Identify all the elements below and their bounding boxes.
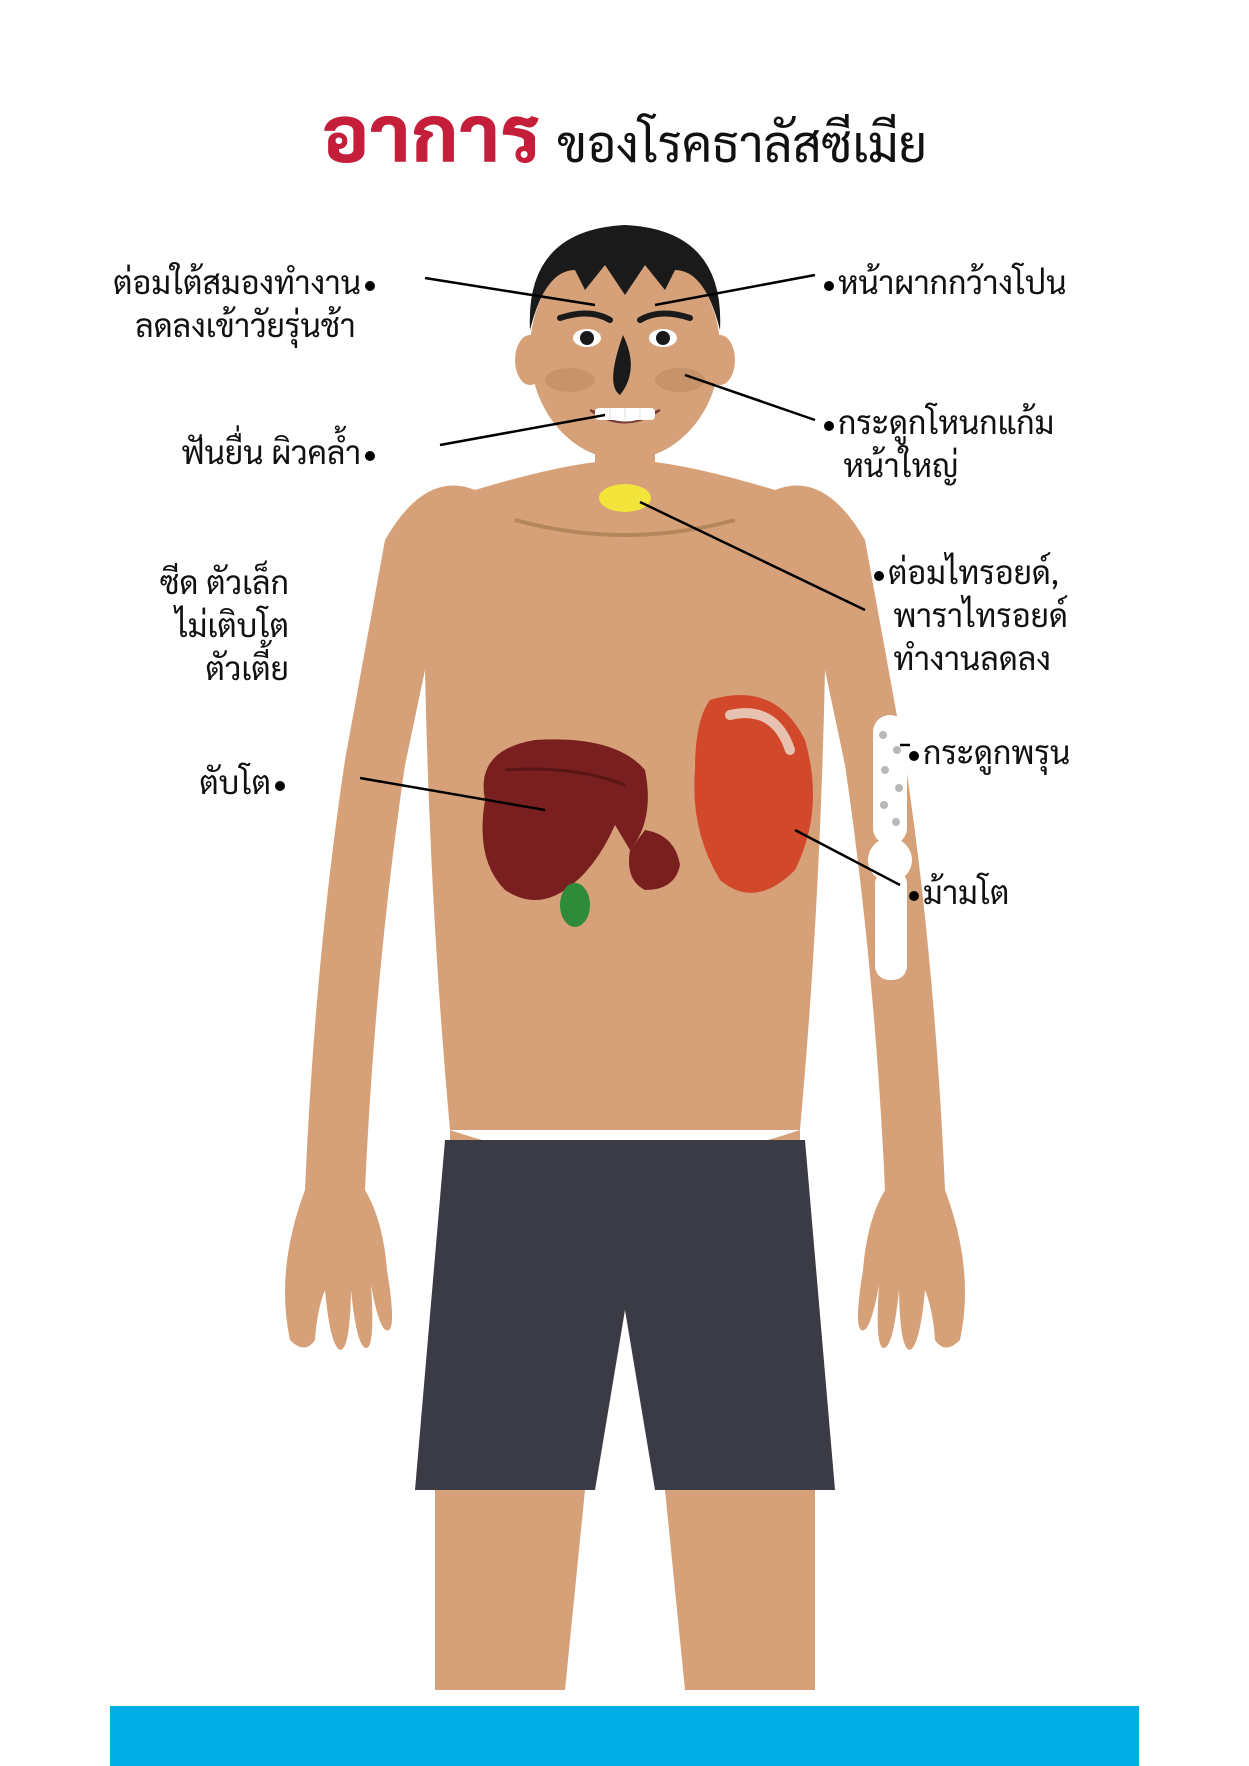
bullet-icon [275, 781, 285, 791]
label-thyroid: ต่อมไทรอยด์, พาราไทรอยด์ ทำงานลดลง [870, 550, 1068, 680]
footer-bar [110, 1706, 1139, 1766]
bullet-icon [909, 891, 919, 901]
label-cheekbone: กระดูกโหนกแก้ม หน้าใหญ่ [820, 400, 1054, 486]
bullet-icon [909, 751, 919, 761]
bullet-icon [824, 281, 834, 291]
label-pale-short: ซีด ตัวเล็ก ไม่เติบโต ตัวเตี้ย [160, 560, 289, 690]
page-title: อาการ ของโรคธาลัสซีเมีย [0, 80, 1249, 181]
title-big: อาการ [322, 80, 541, 181]
bullet-icon [365, 451, 375, 461]
bullet-icon [874, 571, 884, 581]
label-spleen: ม้ามโต [905, 870, 1009, 913]
bullet-icon [365, 281, 375, 291]
title-small: ของโรคธาลัสซีเมีย [557, 109, 927, 174]
bullet-icon [824, 421, 834, 431]
label-pituitary: ต่อมใต้สมองทำงาน ลดลงเข้าวัยรุ่นช้า [113, 260, 379, 346]
label-forehead: หน้าผากกว้างโปน [820, 260, 1066, 303]
label-bone-porous: กระดูกพรุน [905, 730, 1070, 773]
label-teeth-skin: ฟันยื่น ผิวคล้ำ [181, 430, 379, 473]
label-liver: ตับโต [199, 760, 289, 803]
